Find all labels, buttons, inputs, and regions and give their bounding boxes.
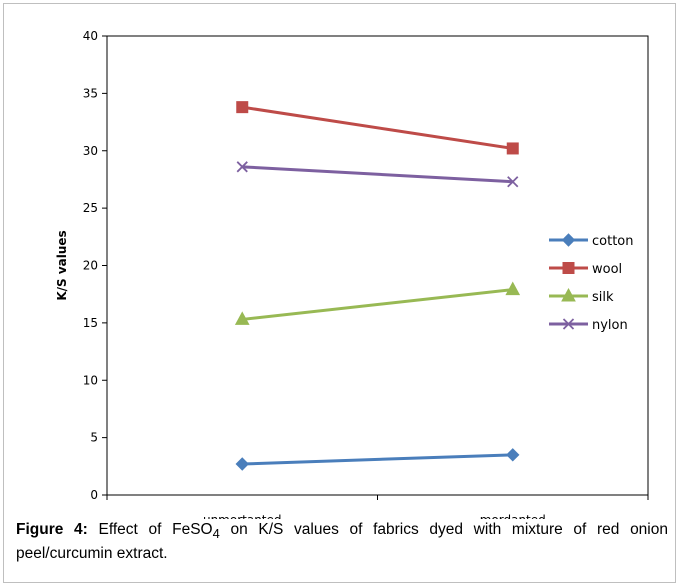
data-point-silk <box>505 281 521 296</box>
data-point-cotton <box>506 448 520 462</box>
y-tick-label: 15 <box>83 316 98 330</box>
y-tick-label: 30 <box>83 144 98 158</box>
legend-label-silk: silk <box>592 290 614 305</box>
series-line-silk <box>242 288 513 321</box>
y-tick-label: 0 <box>90 488 98 502</box>
data-point-silk <box>234 311 250 325</box>
legend-marker-wool <box>562 262 575 274</box>
series-line-nylon <box>242 165 513 184</box>
legend-label-nylon: nylon <box>592 318 628 333</box>
line-chart: 0 5 10 15 20 25 30 35 40 unmortanted mordanted K/S … <box>55 29 649 519</box>
series-line-wool <box>242 105 513 150</box>
y-tick-label: 10 <box>83 373 98 387</box>
y-tick-label: 35 <box>83 86 98 100</box>
y-tick-label: 20 <box>83 259 98 273</box>
x-tick-label: mordanted <box>480 513 546 519</box>
figure-frame: 0 5 10 15 20 25 30 35 40 unmortanted mordanted K/S … <box>3 3 676 583</box>
y-tick-label: 40 <box>83 29 98 43</box>
caption-subscript: 4 <box>212 526 220 542</box>
caption-text-a: Effect of FeSO <box>87 521 213 538</box>
legend-marker-nylon <box>562 318 575 330</box>
legend-marker-silk <box>561 287 576 302</box>
legend-label-cotton: cotton <box>592 234 634 249</box>
y-tick-label: 25 <box>83 201 98 215</box>
data-point-wool <box>236 101 249 114</box>
legend-marker-cotton <box>561 233 576 247</box>
legend-label-wool: wool <box>592 262 622 277</box>
figure-caption: Figure 4: Effect of FeSO4 on K/S values … <box>16 520 668 564</box>
data-point-wool <box>506 142 519 155</box>
data-point-cotton <box>235 457 249 471</box>
y-axis-title: K/S values <box>55 230 69 300</box>
data-point-nylon <box>236 161 248 173</box>
y-tick-label: 5 <box>90 431 98 445</box>
caption-text-b: on K/S values of fabrics dyed with mixtu… <box>16 521 668 563</box>
series-line-cotton <box>242 453 513 466</box>
caption-label: Figure 4: <box>16 521 88 538</box>
x-tick-label: unmortanted <box>203 513 282 519</box>
data-point-nylon <box>507 176 519 188</box>
